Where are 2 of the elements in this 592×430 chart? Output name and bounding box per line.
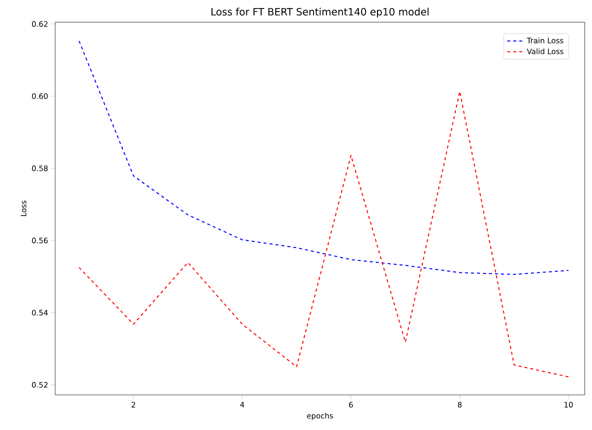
line-series [78, 90, 569, 378]
chart-title: Loss for FT BERT Sentiment140 ep10 model [212, 8, 428, 18]
